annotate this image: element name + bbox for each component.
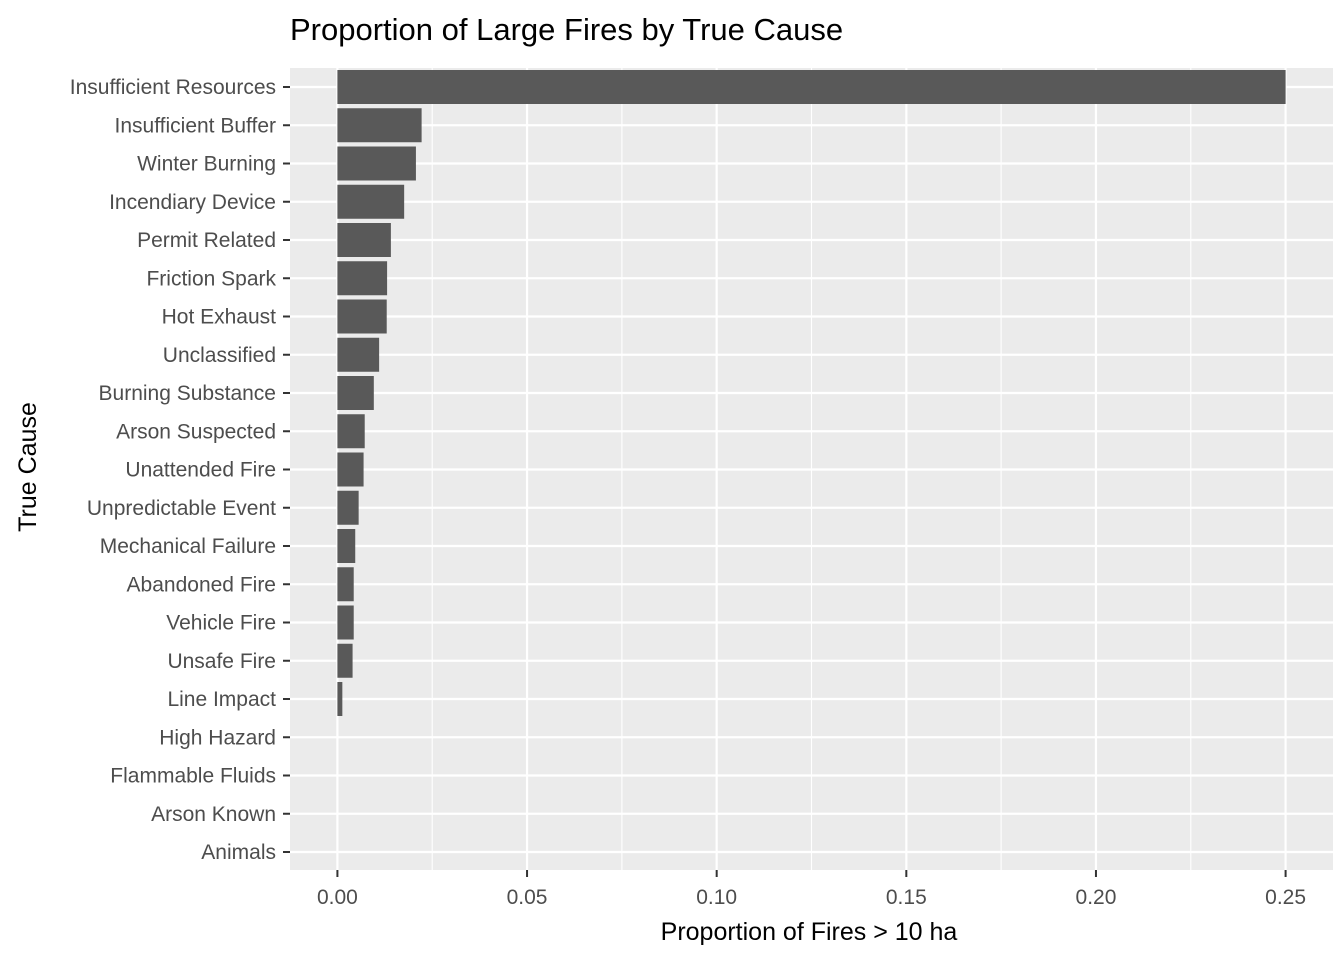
x-axis-title: Proportion of Fires > 10 ha (661, 918, 958, 946)
y-tick-label: Unpredictable Event (87, 497, 276, 520)
y-tick-label: Insufficient Buffer (115, 114, 277, 137)
bar (337, 376, 374, 410)
x-tick-label: 0.05 (507, 886, 548, 909)
y-tick-label: Mechanical Failure (100, 535, 276, 558)
bar (337, 605, 354, 640)
y-tick-label: Flammable Fluids (110, 765, 276, 788)
y-tick-label: Unclassified (163, 344, 276, 367)
bar (337, 70, 1286, 104)
y-tick-label: Hot Exhaust (162, 306, 277, 329)
bar (337, 529, 356, 563)
y-tick-label: Arson Known (151, 803, 276, 826)
bar (337, 682, 343, 716)
y-tick-label: High Hazard (159, 726, 276, 749)
bar (337, 414, 365, 449)
chart-title: Proportion of Large Fires by True Cause (290, 12, 843, 47)
bar (337, 337, 380, 372)
y-tick-label: Winter Burning (137, 153, 276, 176)
y-axis: Insufficient Resources Insufficient Buffe… (70, 76, 290, 864)
y-tick-label: Permit Related (137, 229, 276, 252)
x-tick-label: 0.25 (1265, 886, 1306, 909)
bar (337, 108, 422, 143)
y-tick-label: Line Impact (167, 688, 276, 711)
y-tick-label: Burning Substance (99, 382, 276, 405)
bar (337, 184, 405, 219)
y-axis-title: True Cause (14, 402, 42, 532)
y-tick-label: Abandoned Fire (127, 573, 276, 596)
y-tick-label: Unattended Fire (125, 459, 276, 482)
bar (337, 643, 353, 678)
y-tick-label: Vehicle Fire (166, 612, 276, 635)
bars (337, 70, 1286, 716)
y-tick-label: Arson Suspected (116, 420, 276, 443)
x-tick-label: 0.20 (1076, 886, 1117, 909)
bar (337, 261, 388, 296)
y-tick-label: Friction Spark (146, 267, 276, 290)
x-axis: 0.00 0.05 0.10 0.15 0.20 0.25 (317, 870, 1306, 909)
x-tick-label: 0.10 (696, 886, 737, 909)
x-tick-label: 0.15 (886, 886, 927, 909)
y-tick-label: Insufficient Resources (70, 76, 276, 99)
grid-lines (290, 68, 1333, 870)
y-tick-label: Incendiary Device (109, 191, 276, 214)
bar (337, 146, 416, 181)
bar (337, 452, 364, 487)
y-tick-label: Unsafe Fire (167, 650, 276, 673)
bar (337, 299, 387, 334)
bar (337, 490, 359, 525)
bar (337, 567, 354, 602)
bar (337, 223, 391, 257)
y-tick-label: Animals (201, 841, 276, 864)
x-tick-label: 0.00 (317, 886, 358, 909)
